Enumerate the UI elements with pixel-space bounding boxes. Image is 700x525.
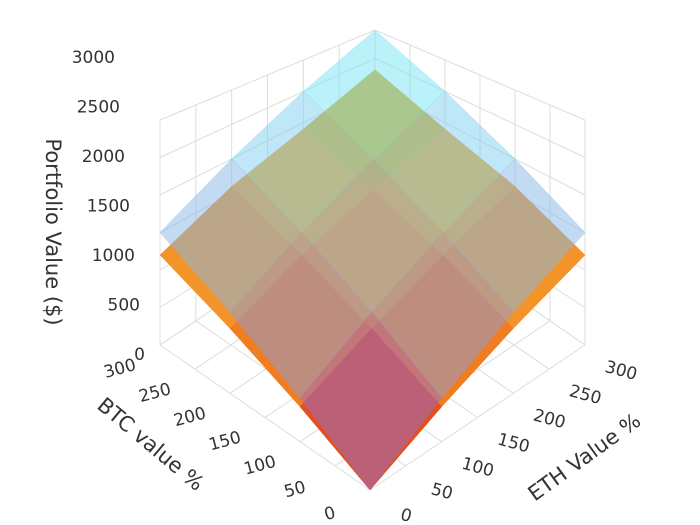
- y-tick-label: 250: [567, 381, 604, 409]
- z-tick-label: 1500: [87, 197, 130, 217]
- z-tick-label: 0: [134, 345, 145, 365]
- y-tick-label: 0: [398, 505, 414, 521]
- z-tick-label: 2500: [77, 98, 120, 118]
- y-tick-label: 100: [459, 454, 496, 482]
- z-tick-label: 1000: [92, 246, 135, 266]
- grid-line: [159, 120, 371, 491]
- x-tick-label: 200: [172, 403, 209, 431]
- surface-patch: [299, 311, 442, 491]
- x-tick-label: 50: [282, 477, 308, 502]
- x-tick-label: 100: [242, 452, 279, 480]
- z-tick-label: 500: [108, 296, 140, 316]
- y-tick-label: 50: [429, 479, 455, 504]
- z-tick-label: 3000: [72, 48, 115, 68]
- z-tick-label: 2000: [82, 147, 125, 167]
- x-tick-label: 0: [322, 503, 338, 521]
- y-tick-label: 200: [531, 405, 568, 433]
- z-axis-title: Portfolio Value ($): [41, 138, 65, 325]
- x-tick-label: 150: [207, 428, 244, 456]
- x-tick-label: 300: [102, 355, 139, 383]
- y-tick-label: 150: [495, 430, 532, 458]
- y-tick-label: 300: [603, 357, 640, 385]
- x-tick-label: 250: [137, 379, 174, 407]
